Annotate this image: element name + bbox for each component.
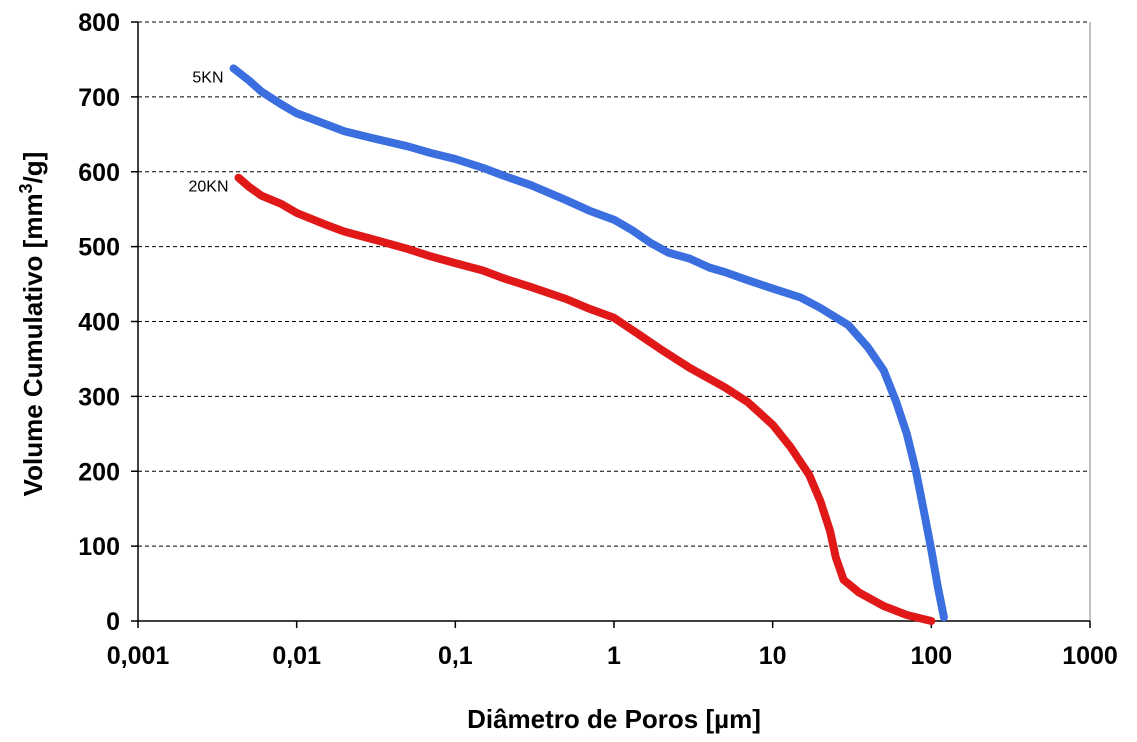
y-axis-title-superscript: 3 — [16, 183, 36, 193]
series-lines — [229, 64, 948, 625]
series-line-20kn — [234, 173, 936, 625]
axes — [131, 21, 1091, 628]
x-tick-label: 1 — [607, 642, 621, 670]
y-tick-label: 0 — [106, 608, 120, 636]
series-label-5kn: 5KN — [192, 69, 223, 86]
x-tick-label: 1000 — [1062, 642, 1118, 670]
x-tick-label: 0,001 — [107, 642, 170, 670]
y-tick-label: 500 — [78, 234, 120, 262]
y-tick-label: 400 — [78, 309, 120, 337]
y-axis-title: Volume Cumulativo [mm3/g] — [16, 152, 48, 497]
x-axis-title: Diâmetro de Poros [µm] — [467, 704, 761, 734]
y-tick-label: 200 — [78, 458, 120, 486]
x-tick-label: 0,01 — [272, 642, 321, 670]
series-line-5kn — [229, 64, 948, 622]
y-tick-label: 700 — [78, 84, 120, 112]
x-tick-label: 10 — [759, 642, 787, 670]
y-tick-label: 300 — [78, 383, 120, 411]
x-tick-label: 0,1 — [438, 642, 473, 670]
y-tick-label: 800 — [78, 9, 120, 37]
y-tick-label: 100 — [78, 533, 120, 561]
y-axis-title-end: /g] — [18, 152, 48, 184]
x-tick-label: 100 — [910, 642, 952, 670]
tick-labels: 0 100 200 300 400 500 600 700 800 0,001 0,01 0,1 1 10… — [78, 9, 1118, 670]
series-label-20kn: 20KN — [188, 179, 228, 196]
y-tick-label: 600 — [78, 159, 120, 187]
y-axis-title-main: Volume Cumulativo [mm — [18, 193, 48, 496]
